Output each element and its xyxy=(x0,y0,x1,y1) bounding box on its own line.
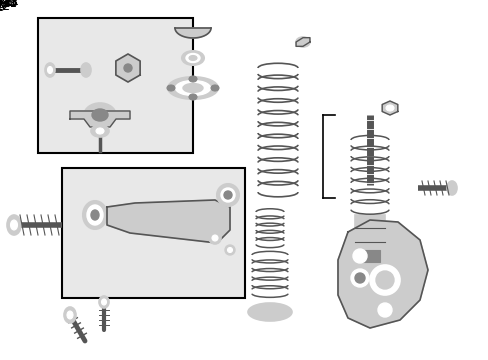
Text: 7: 7 xyxy=(0,0,5,3)
Text: 11: 11 xyxy=(4,0,20,8)
Ellipse shape xyxy=(83,201,107,229)
Polygon shape xyxy=(382,101,397,115)
Ellipse shape xyxy=(189,94,197,100)
Bar xyxy=(38,18,193,153)
Ellipse shape xyxy=(10,220,18,230)
Text: 21: 21 xyxy=(2,0,17,10)
Ellipse shape xyxy=(224,245,235,255)
Text: 13: 13 xyxy=(4,0,19,9)
Text: 2: 2 xyxy=(0,0,5,3)
Ellipse shape xyxy=(385,105,393,111)
Ellipse shape xyxy=(91,125,109,137)
Text: 10: 10 xyxy=(0,0,3,8)
Text: 14: 14 xyxy=(0,0,2,8)
Text: 19: 19 xyxy=(2,0,17,9)
Ellipse shape xyxy=(224,191,231,199)
Text: 15: 15 xyxy=(0,0,2,8)
Ellipse shape xyxy=(91,210,99,220)
Polygon shape xyxy=(295,38,309,46)
Ellipse shape xyxy=(183,84,203,93)
Polygon shape xyxy=(70,111,130,127)
Ellipse shape xyxy=(354,273,364,283)
Ellipse shape xyxy=(167,85,175,91)
Ellipse shape xyxy=(67,311,73,319)
Ellipse shape xyxy=(377,303,391,317)
Ellipse shape xyxy=(189,55,197,60)
Ellipse shape xyxy=(124,64,132,72)
Text: 4: 4 xyxy=(0,0,1,2)
Text: 1: 1 xyxy=(4,0,12,9)
Ellipse shape xyxy=(7,215,21,235)
Ellipse shape xyxy=(64,307,76,323)
Ellipse shape xyxy=(212,235,218,241)
Bar xyxy=(62,168,244,298)
Polygon shape xyxy=(175,28,210,38)
Ellipse shape xyxy=(189,76,197,82)
Ellipse shape xyxy=(45,63,55,77)
Ellipse shape xyxy=(375,271,393,289)
Bar xyxy=(354,215,384,295)
Ellipse shape xyxy=(182,51,203,65)
Ellipse shape xyxy=(92,109,108,121)
Ellipse shape xyxy=(210,85,219,91)
Ellipse shape xyxy=(102,299,106,305)
Bar xyxy=(359,250,379,262)
Ellipse shape xyxy=(446,181,456,195)
Ellipse shape xyxy=(221,188,235,202)
Ellipse shape xyxy=(346,264,373,292)
Ellipse shape xyxy=(175,81,210,95)
Ellipse shape xyxy=(99,296,109,308)
Ellipse shape xyxy=(352,249,366,263)
Ellipse shape xyxy=(295,37,309,47)
Text: 20: 20 xyxy=(2,0,17,9)
Polygon shape xyxy=(337,220,427,328)
Text: 16: 16 xyxy=(0,0,2,8)
Ellipse shape xyxy=(96,128,104,134)
Text: 18: 18 xyxy=(3,0,18,9)
Ellipse shape xyxy=(350,269,368,287)
Text: 9: 9 xyxy=(0,0,5,14)
Ellipse shape xyxy=(208,232,221,244)
Ellipse shape xyxy=(87,205,103,225)
Ellipse shape xyxy=(84,103,116,127)
Ellipse shape xyxy=(47,67,52,73)
Text: 17: 17 xyxy=(0,0,2,9)
Text: 12: 12 xyxy=(0,0,11,13)
Text: 6: 6 xyxy=(0,0,4,3)
Ellipse shape xyxy=(81,63,91,77)
Ellipse shape xyxy=(369,265,399,295)
Ellipse shape xyxy=(185,54,200,63)
Polygon shape xyxy=(107,200,229,243)
Ellipse shape xyxy=(227,248,232,252)
Ellipse shape xyxy=(247,303,291,321)
Polygon shape xyxy=(116,54,140,82)
Ellipse shape xyxy=(217,184,239,206)
Ellipse shape xyxy=(168,77,218,99)
